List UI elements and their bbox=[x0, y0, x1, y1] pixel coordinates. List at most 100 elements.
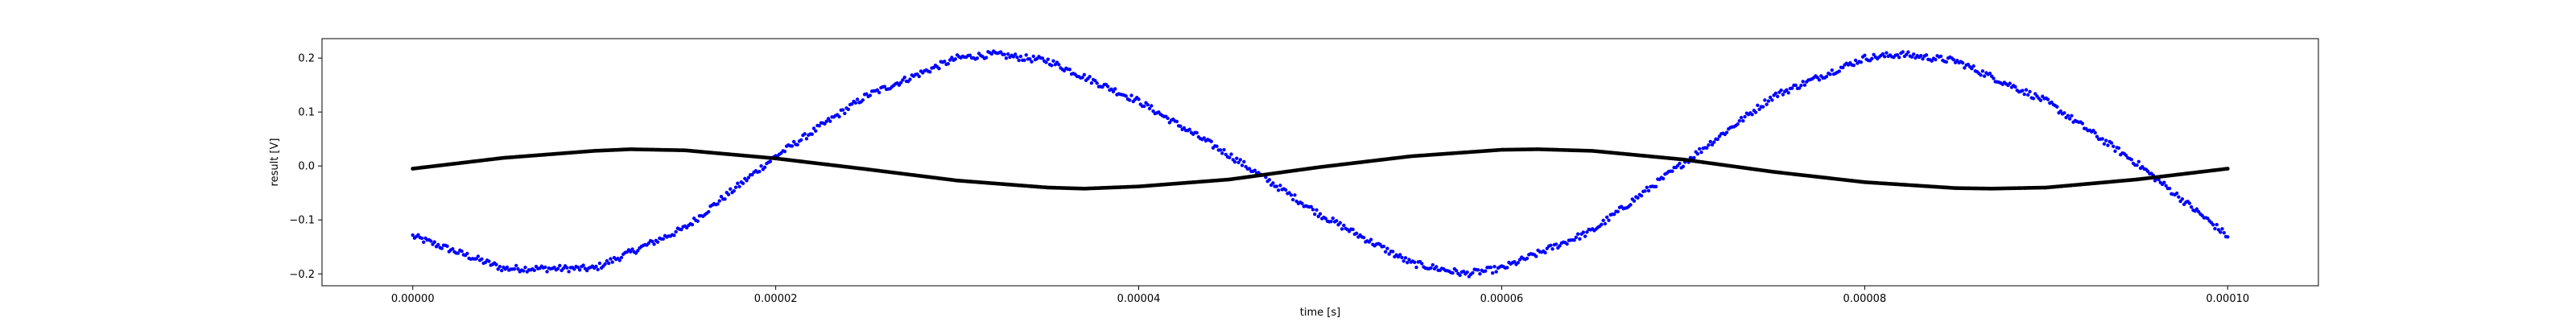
data-point bbox=[565, 266, 569, 270]
data-point bbox=[897, 83, 902, 87]
data-point bbox=[2022, 92, 2026, 97]
data-point bbox=[953, 57, 958, 61]
data-point bbox=[432, 240, 436, 244]
data-point bbox=[1137, 97, 1141, 101]
data-point bbox=[943, 60, 947, 64]
data-point bbox=[594, 264, 598, 269]
data-point bbox=[552, 266, 556, 270]
data-point bbox=[2113, 149, 2117, 154]
data-point bbox=[1970, 66, 1974, 71]
data-point bbox=[1311, 208, 1315, 212]
data-point bbox=[1905, 52, 1909, 56]
data-point bbox=[1151, 109, 1155, 114]
data-point bbox=[2102, 142, 2107, 146]
data-point bbox=[1761, 105, 1765, 109]
data-point bbox=[1934, 57, 1938, 62]
data-point bbox=[2112, 144, 2116, 148]
y-axis: −0.2 −0.1 0.0 0.1 0.2 bbox=[289, 53, 322, 281]
data-point bbox=[1451, 270, 1455, 275]
data-point bbox=[984, 56, 989, 60]
data-point bbox=[1232, 159, 1237, 164]
data-point bbox=[791, 139, 796, 144]
data-point bbox=[762, 165, 767, 169]
data-point bbox=[1828, 72, 1832, 76]
data-point bbox=[617, 258, 621, 262]
data-point bbox=[937, 66, 941, 71]
data-point bbox=[514, 263, 518, 268]
data-point bbox=[1316, 214, 1320, 219]
data-point bbox=[2164, 184, 2168, 188]
data-point bbox=[1276, 188, 1281, 192]
data-point bbox=[1179, 124, 1183, 128]
y-tick-label: 0.2 bbox=[298, 53, 315, 65]
data-point bbox=[2167, 186, 2172, 191]
data-point bbox=[790, 144, 795, 148]
data-point bbox=[2046, 97, 2050, 101]
x-axis: 0.00000 0.00002 0.00004 0.00006 0.00008 0.000… bbox=[391, 286, 2249, 305]
data-point bbox=[1483, 269, 1488, 273]
data-point bbox=[672, 233, 676, 237]
data-point bbox=[679, 227, 683, 232]
data-point bbox=[1309, 204, 1313, 209]
data-point bbox=[814, 129, 818, 133]
data-point bbox=[1454, 269, 1459, 273]
data-point bbox=[1218, 148, 1223, 152]
data-point bbox=[1853, 58, 1858, 63]
data-point bbox=[2213, 226, 2217, 231]
data-point bbox=[1712, 140, 1716, 144]
data-point bbox=[558, 263, 562, 268]
data-point bbox=[868, 93, 873, 97]
data-point bbox=[1124, 94, 1128, 98]
data-point bbox=[1870, 56, 1874, 61]
data-point bbox=[1229, 152, 1233, 156]
data-point bbox=[917, 74, 921, 79]
data-point bbox=[419, 236, 424, 241]
data-point bbox=[1554, 242, 1558, 246]
series-0 bbox=[411, 49, 2230, 279]
data-point bbox=[1906, 50, 1910, 54]
data-point bbox=[1062, 68, 1067, 73]
data-point bbox=[975, 56, 980, 60]
data-point bbox=[1113, 87, 1117, 91]
data-point bbox=[1643, 189, 1647, 193]
data-point bbox=[1924, 53, 1929, 57]
data-point bbox=[1753, 110, 1758, 114]
data-point bbox=[2026, 93, 2030, 97]
data-point bbox=[1238, 158, 1243, 162]
data-point bbox=[1166, 116, 1170, 121]
data-point bbox=[2067, 117, 2072, 121]
data-point bbox=[1992, 76, 1996, 80]
data-point bbox=[2021, 89, 2025, 93]
data-point bbox=[1646, 188, 1651, 193]
data-point bbox=[1051, 59, 1055, 63]
data-point bbox=[1756, 103, 1760, 107]
data-point bbox=[1461, 269, 1466, 274]
data-point bbox=[826, 117, 831, 121]
data-point bbox=[576, 265, 580, 270]
data-point bbox=[2080, 122, 2085, 126]
data-point bbox=[1794, 83, 1798, 88]
y-axis-label: result [V] bbox=[269, 138, 281, 187]
data-point bbox=[1367, 240, 1372, 244]
data-point bbox=[1600, 222, 1604, 227]
data-point bbox=[1766, 99, 1771, 103]
data-point bbox=[1342, 223, 1346, 228]
data-point bbox=[1583, 234, 1587, 238]
data-point bbox=[634, 251, 638, 255]
data-point bbox=[1390, 250, 1395, 254]
data-point bbox=[696, 219, 700, 223]
data-point bbox=[1024, 53, 1028, 57]
data-point bbox=[837, 114, 841, 119]
data-point bbox=[684, 225, 689, 230]
data-point bbox=[1558, 244, 1562, 248]
data-point bbox=[1040, 56, 1045, 60]
data-point bbox=[947, 58, 952, 62]
data-point bbox=[1743, 114, 1747, 119]
data-point bbox=[1030, 60, 1034, 64]
data-point bbox=[865, 92, 869, 96]
data-point bbox=[882, 85, 887, 89]
data-point bbox=[1768, 95, 1773, 100]
data-point bbox=[1351, 227, 1355, 232]
data-point bbox=[729, 187, 733, 192]
